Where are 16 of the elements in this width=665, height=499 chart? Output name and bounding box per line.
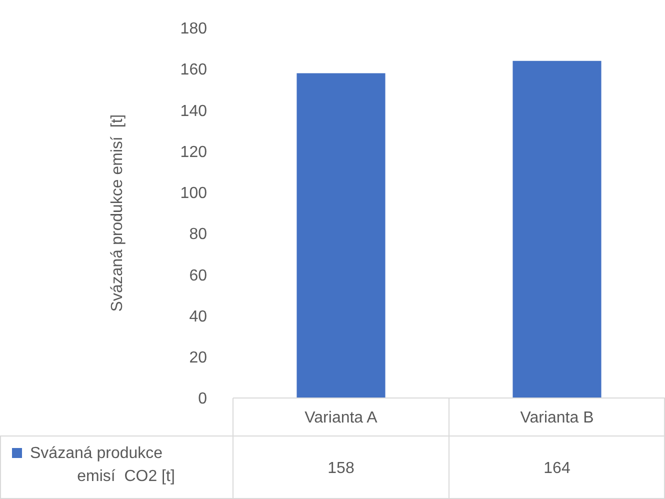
x-tick-label: Varianta A [304,410,378,427]
y-tick-label: 140 [180,102,208,120]
data-label: 158 [328,460,354,478]
y-tick-label: 100 [180,185,208,202]
data-label: 164 [544,460,570,478]
y-tick-label: 60 [189,267,208,284]
y-tick-label: 20 [189,349,208,366]
y-tick-label: 40 [189,308,208,326]
y-tick-label: 160 [180,62,208,79]
y-tick-label: 180 [180,20,208,38]
y-tick-label: 120 [180,144,208,161]
y-tick-label: 0 [198,390,208,408]
x-tick-label: Varianta B [520,410,594,427]
y-axis-title: Svázaná produkce emisí [t] [109,114,126,312]
y-tick-label: 80 [189,226,208,244]
legend-label: Svázaná produkce emisí CO2 [t] [30,445,175,485]
